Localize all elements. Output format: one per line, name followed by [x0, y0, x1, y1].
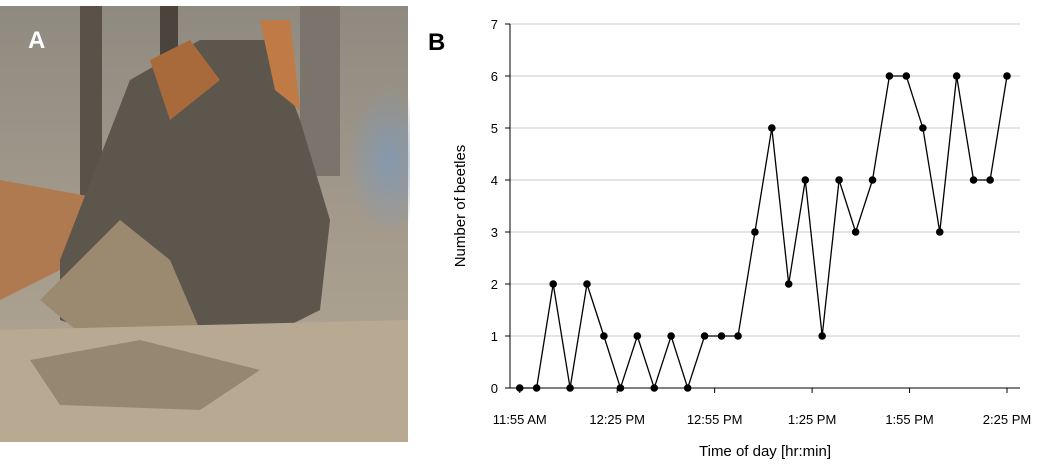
point: [885, 72, 894, 80]
point: [986, 176, 994, 184]
point: [717, 332, 726, 340]
photo: A: [0, 6, 410, 442]
x-tick-label: 12:25 PM: [589, 412, 645, 427]
point: [935, 228, 944, 236]
point: [768, 124, 776, 132]
point: [919, 124, 927, 132]
x-tick-label: 1:55 PM: [885, 412, 933, 427]
point: [600, 332, 608, 340]
point: [751, 228, 759, 236]
point: [616, 384, 625, 392]
y-tick-label: 3: [491, 225, 498, 240]
point: [784, 280, 793, 288]
y-tick-label: 2: [491, 277, 498, 292]
y-tick-label: 5: [491, 121, 498, 136]
point: [549, 280, 558, 288]
point: [851, 228, 860, 236]
point: [683, 384, 692, 392]
y-tick-label: 4: [491, 173, 498, 188]
point: [801, 176, 810, 184]
point: [902, 72, 911, 80]
point: [868, 176, 877, 184]
point: [734, 332, 742, 340]
point: [566, 384, 574, 392]
point: [583, 280, 591, 288]
chart: 0 1 2 3 4 5 6 7 11:55 AM 12:25 PM 12:55 PM 1:25 PM 1…: [452, 17, 1031, 460]
point: [952, 72, 961, 80]
y-tick-label: 0: [491, 381, 498, 396]
x-tick-label: 2:25 PM: [983, 412, 1031, 427]
panel-label: B: [428, 29, 445, 56]
point: [969, 176, 978, 184]
point: [667, 332, 675, 340]
y-axis-label: Number of beetles: [452, 145, 469, 268]
point: [650, 384, 659, 392]
x-tick-label: 12:55 PM: [687, 412, 743, 427]
panel-label: A: [28, 27, 45, 54]
point: [835, 176, 843, 184]
x-tick-label: 1:25 PM: [788, 412, 836, 427]
point: [818, 332, 826, 340]
y-tick-label: 1: [491, 329, 498, 344]
y-tick-label: 6: [491, 69, 498, 84]
point: [633, 332, 642, 340]
line: [519, 75, 1008, 391]
point: [515, 384, 524, 392]
y-tick-label: 7: [491, 17, 498, 32]
point: [532, 384, 541, 392]
x-axis-label: Time of day [hr:min]: [699, 443, 831, 460]
point: [700, 332, 709, 340]
x-tick-label: 11:55 AM: [493, 412, 547, 427]
point: [1003, 72, 1011, 80]
